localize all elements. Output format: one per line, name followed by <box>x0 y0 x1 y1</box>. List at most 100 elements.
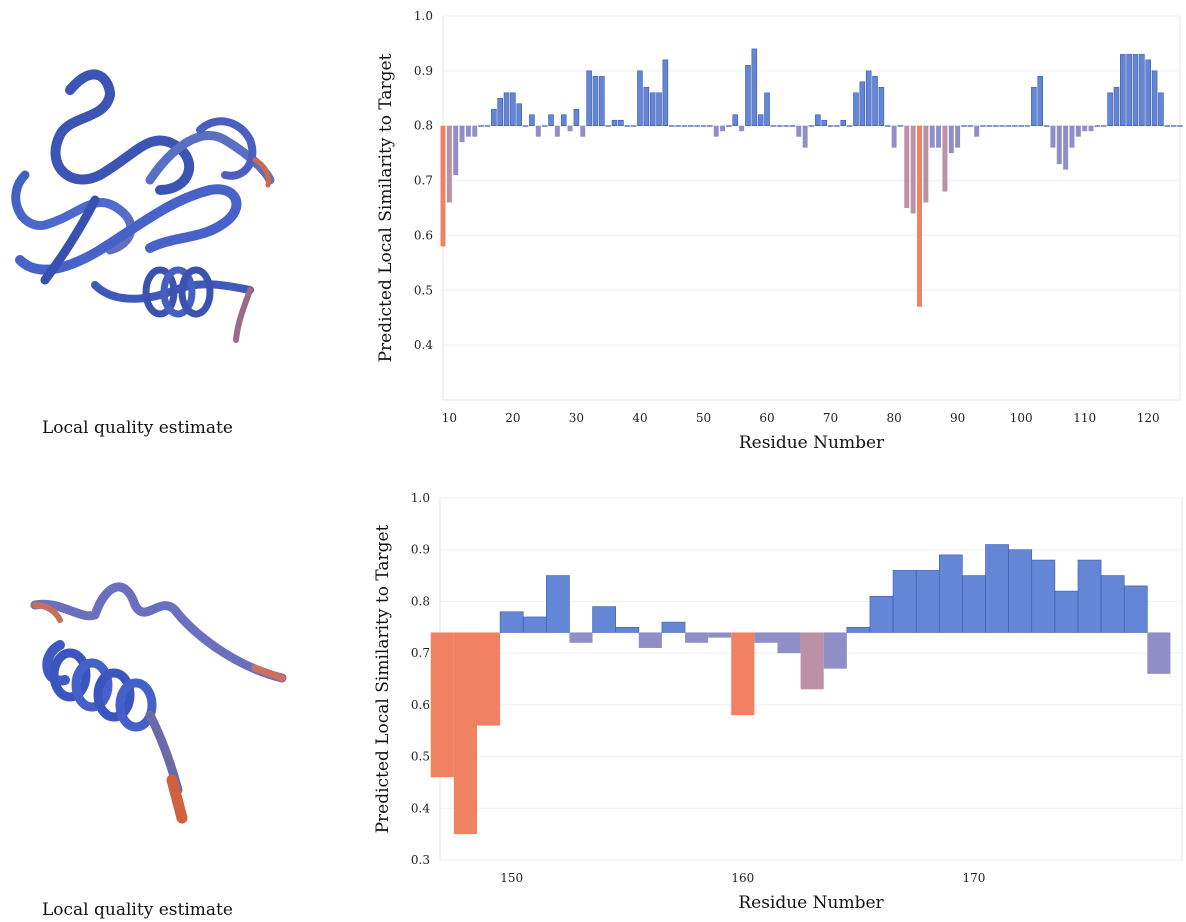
bar <box>491 108 497 127</box>
x-tick-label: 10 <box>442 411 457 425</box>
bar <box>961 125 967 127</box>
bar <box>796 125 802 137</box>
bar <box>1123 585 1148 633</box>
structure-caption: Local quality estimate <box>42 900 233 920</box>
bar <box>840 119 847 127</box>
bar <box>853 92 859 127</box>
bar <box>1008 549 1033 633</box>
x-tick-label: 150 <box>500 871 523 885</box>
bar <box>560 114 567 127</box>
bar <box>1145 59 1152 127</box>
bar <box>985 544 1009 633</box>
bar <box>962 575 986 633</box>
bar <box>757 114 764 127</box>
bar <box>668 125 675 127</box>
bar <box>827 125 834 127</box>
bar <box>516 103 523 127</box>
local-similarity-chart: 0.4 0.5 0.6 0.7 0.8 0.9 1.0 10 20 30 40 50 60 70 80 90 1… <box>376 9 1183 450</box>
bar <box>503 92 510 127</box>
bar <box>1088 125 1094 132</box>
bar <box>459 125 465 143</box>
bar <box>700 125 707 127</box>
bar <box>1126 54 1132 127</box>
bar <box>694 125 700 127</box>
bar <box>465 125 471 137</box>
bar <box>1077 559 1102 633</box>
bar <box>440 125 446 247</box>
bar <box>1158 92 1164 127</box>
bar <box>731 632 755 716</box>
bar <box>1139 54 1145 127</box>
bar <box>884 125 891 127</box>
bar <box>1005 125 1012 127</box>
bar <box>897 125 904 127</box>
bar <box>834 125 840 127</box>
bar <box>535 125 541 137</box>
bar <box>1177 125 1183 127</box>
bar <box>1012 125 1018 127</box>
bar <box>510 92 516 127</box>
x-tick-label: 100 <box>1010 411 1033 425</box>
bar <box>955 125 961 148</box>
bar <box>823 632 847 669</box>
bar <box>592 76 599 127</box>
bar <box>624 125 631 127</box>
y-tick-label: 0.9 <box>411 543 430 557</box>
bar <box>986 125 993 127</box>
y-tick-label: 1.0 <box>414 9 433 23</box>
bar <box>1031 87 1037 127</box>
bar <box>720 125 726 132</box>
bar <box>708 632 732 638</box>
bar <box>580 125 586 137</box>
x-tick-label: 20 <box>505 411 520 425</box>
x-axis-title: Residue Number <box>738 893 884 913</box>
x-tick-label: 160 <box>731 871 754 885</box>
bar <box>656 92 662 127</box>
bar <box>802 125 808 148</box>
bar <box>917 125 922 307</box>
y-tick-label: 1.0 <box>411 491 430 505</box>
bar <box>1063 125 1069 170</box>
bar <box>915 570 940 633</box>
bar <box>1075 125 1081 137</box>
bar <box>1024 125 1031 127</box>
bar <box>732 114 739 127</box>
bar <box>770 125 777 127</box>
bar <box>865 70 872 127</box>
bar <box>430 632 454 778</box>
y-tick-label: 0.5 <box>411 750 430 764</box>
bar <box>764 92 770 127</box>
bar <box>1082 125 1088 132</box>
bar <box>713 125 719 137</box>
bar <box>910 125 916 214</box>
bar <box>929 125 935 148</box>
bar <box>554 125 560 137</box>
y-tick-label: 0.6 <box>414 228 433 242</box>
bar <box>472 125 478 137</box>
bar <box>615 626 640 633</box>
bar <box>815 114 821 127</box>
y-tick-label: 0.9 <box>414 64 433 78</box>
x-tick-label: 120 <box>1137 411 1160 425</box>
bar <box>1107 92 1113 127</box>
bar <box>891 125 897 148</box>
bar <box>1170 125 1177 127</box>
top-panel: Local quality estimate 0.4 0.5 0.6 0.7 0.8 0.… <box>0 0 1186 450</box>
bar <box>936 125 942 148</box>
structure-caption: Local quality estimate <box>42 418 233 438</box>
bar <box>726 125 732 127</box>
bar <box>923 125 929 203</box>
x-axis-title: Residue Number <box>739 433 885 450</box>
bar <box>529 114 535 127</box>
bar <box>1050 125 1056 148</box>
bar <box>1018 125 1024 127</box>
bar <box>685 632 709 643</box>
x-tick-label: 70 <box>823 411 838 425</box>
bar <box>453 632 477 835</box>
bar <box>497 97 503 127</box>
bar <box>859 81 866 127</box>
bar <box>649 92 656 127</box>
bar <box>643 87 650 127</box>
protein-helix-ribbon-icon <box>30 582 287 824</box>
y-tick-label: 0.4 <box>411 801 430 815</box>
